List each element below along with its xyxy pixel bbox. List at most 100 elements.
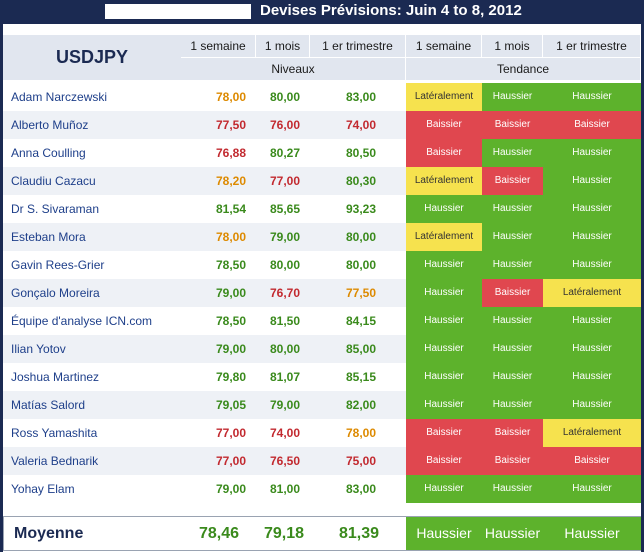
table-row: Valeria Bednarik 77,00 76,50 75,00 Baissier B… [3,447,641,475]
trend-cell: Latéralement [543,279,641,307]
trend-cell: Baissier [482,167,543,195]
average-level-1-semaine: 78,46 [198,525,240,542]
trend-cell: Haussier [543,139,641,167]
analyst-name: Ilian Yotov [11,342,66,356]
header-trend-1-mois: 1 mois [482,35,543,57]
title-redaction-box [105,4,251,19]
table-row: Ross Yamashita 77,00 74,00 78,00 Baissier Bai… [3,419,641,447]
level-value: 80,00 [345,230,377,244]
level-value: 93,23 [345,202,377,216]
analyst-name: Matías Salord [11,398,86,412]
trend-cell: Haussier [482,335,543,363]
table-row: Équipe d'analyse ICN.com 78,50 81,50 84,15 H… [3,307,641,335]
table-row: Adam Narczewski 78,00 80,00 83,00 Latéraleme… [3,83,641,111]
analyst-name: Gavin Rees-Grier [11,258,105,272]
trend-cell: Latéralement [406,167,482,195]
analyst-name: Anna Coulling [11,146,86,160]
trend-cell: Haussier [543,195,641,223]
level-value: 80,27 [269,146,301,160]
analyst-name: Ross Yamashita [11,426,98,440]
trend-cell: Haussier [406,279,482,307]
table-row: Esteban Mora 78,00 79,00 80,00 Latéralement H… [3,223,641,251]
average-trend-1-semaine: Haussier [406,517,482,550]
level-value: 79,00 [215,342,247,356]
table-row: Joshua Martinez 79,80 81,07 85,15 Haussier Ha… [3,363,641,391]
trend-cell: Haussier [406,335,482,363]
trend-cell: Haussier [543,307,641,335]
level-value: 79,00 [215,482,247,496]
level-value: 78,50 [215,258,247,272]
trend-cell: Latéralement [406,83,482,111]
trend-cell: Haussier [406,195,482,223]
currency-pair-header: USDJPY [3,35,181,80]
analyst-name: Dr S. Sivaraman [11,202,100,216]
analyst-name: Alberto Muñoz [11,118,89,132]
level-value: 80,00 [345,258,377,272]
average-label: Moyenne [14,525,84,542]
level-value: 83,00 [345,90,377,104]
trend-cell: Haussier [543,363,641,391]
trend-cell: Baissier [482,279,543,307]
level-value: 77,50 [215,118,247,132]
trend-cell: Haussier [543,83,641,111]
level-value: 78,50 [215,314,247,328]
trend-cell: Latéralement [543,419,641,447]
trend-cell: Haussier [543,223,641,251]
table-row: Alberto Muñoz 77,50 76,00 74,00 Baissier Bais… [3,111,641,139]
trend-cell: Baissier [482,419,543,447]
level-value: 80,30 [345,174,377,188]
trend-cell: Haussier [482,223,543,251]
level-value: 79,00 [269,398,301,412]
level-value: 81,50 [269,314,301,328]
level-value: 85,00 [345,342,377,356]
average-level-1-mois: 79,18 [263,525,305,542]
trend-cell: Haussier [406,363,482,391]
level-value: 74,00 [345,118,377,132]
trend-cell: Haussier [482,475,543,503]
level-value: 85,15 [345,370,377,384]
level-value: 77,00 [269,174,301,188]
trend-cell: Haussier [543,475,641,503]
analyst-name: Esteban Mora [11,230,86,244]
level-value: 74,00 [269,426,301,440]
header-level-1-mois: 1 mois [256,35,310,57]
table-row: Gonçalo Moreira 79,00 76,70 77,50 Haussier Ba… [3,279,641,307]
trend-cell: Haussier [406,307,482,335]
trend-cell: Haussier [482,251,543,279]
level-value: 79,00 [215,286,247,300]
left-border [0,24,3,552]
trend-cell: Haussier [406,391,482,419]
level-value: 78,00 [215,230,247,244]
average-level-1-trimestre: 81,39 [338,525,380,542]
trend-cell: Latéralement [406,223,482,251]
level-value: 79,05 [215,398,247,412]
trend-cell: Haussier [482,307,543,335]
level-value: 81,54 [215,202,247,216]
trend-cell: Haussier [406,251,482,279]
average-row: Moyenne 78,46 79,18 81,39 Haussier Hauss… [3,516,641,551]
header-level-1-trimestre: 1 er trimestre [310,35,406,57]
header-trend-1-trimestre: 1 er trimestre [543,35,641,57]
trend-cell: Haussier [543,335,641,363]
table-row: Dr S. Sivaraman 81,54 85,65 93,23 Haussier Ha… [3,195,641,223]
trend-cell: Baissier [406,139,482,167]
trend-cell: Baissier [482,111,543,139]
level-value: 76,50 [269,454,301,468]
level-value: 83,00 [345,482,377,496]
trend-cell: Baissier [406,111,482,139]
trend-cell: Haussier [482,363,543,391]
level-value: 85,65 [269,202,301,216]
trend-cell: Baissier [543,111,641,139]
level-value: 77,00 [215,454,247,468]
level-value: 79,80 [215,370,247,384]
trend-cell: Haussier [482,391,543,419]
table-row: Matías Salord 79,05 79,00 82,00 Haussier Haus… [3,391,641,419]
average-trend-1-mois: Haussier [482,517,543,550]
trend-cell: Haussier [482,195,543,223]
level-value: 80,00 [269,90,301,104]
analyst-name: Gonçalo Moreira [11,286,100,300]
level-value: 78,00 [345,426,377,440]
level-value: 80,50 [345,146,377,160]
analyst-name: Claudiu Cazacu [11,174,96,188]
title-bar: Devises Prévisions: Juin 4 to 8, 2012 [0,0,644,24]
